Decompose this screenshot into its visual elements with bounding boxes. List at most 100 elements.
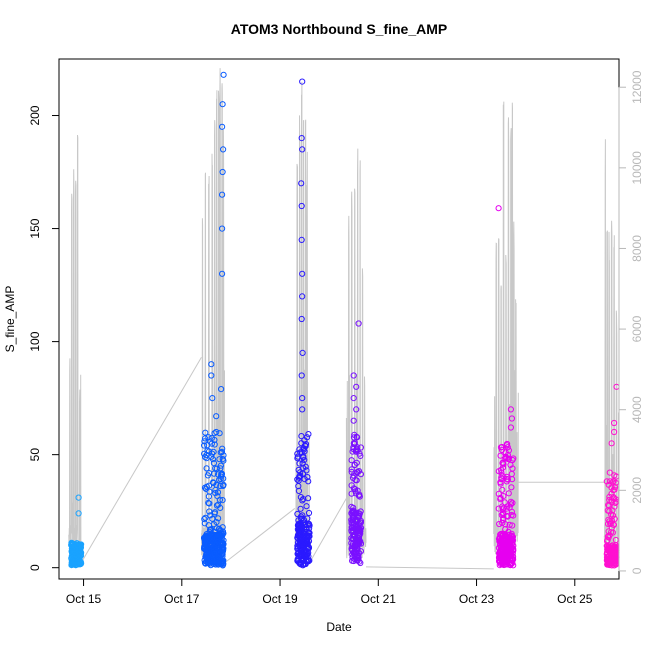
data-point	[495, 205, 502, 212]
data-point	[357, 452, 364, 459]
data-point	[499, 503, 506, 510]
data-point	[509, 456, 516, 464]
data-point	[217, 449, 224, 456]
data-point	[208, 372, 215, 379]
data-point	[72, 541, 79, 548]
data-point	[294, 476, 301, 483]
data-point	[354, 517, 361, 524]
point-cluster-3	[348, 320, 365, 567]
data-point	[357, 548, 364, 555]
data-point	[354, 444, 361, 451]
data-point	[298, 236, 305, 243]
data-point	[299, 395, 306, 402]
data-point	[499, 506, 506, 513]
data-point	[210, 521, 217, 528]
data-point	[298, 372, 305, 379]
data-point	[219, 497, 226, 504]
data-point	[355, 320, 362, 327]
data-point	[348, 466, 355, 473]
data-point	[208, 450, 216, 457]
data-point	[297, 551, 304, 558]
data-point	[297, 519, 304, 526]
y2-tick-label: 8000	[630, 235, 644, 262]
data-point	[298, 202, 305, 210]
data-point	[508, 540, 516, 548]
data-point	[211, 550, 218, 558]
data-point	[215, 561, 222, 568]
data-point	[216, 525, 223, 533]
data-point	[349, 557, 356, 564]
data-point	[215, 501, 222, 508]
data-point	[351, 461, 358, 469]
data-point	[75, 494, 82, 501]
data-point	[353, 477, 360, 484]
data-point	[509, 499, 516, 506]
data-point	[495, 490, 502, 497]
data-point	[611, 428, 618, 436]
data-point	[299, 146, 306, 153]
data-point	[354, 469, 361, 476]
connector-line-3	[366, 566, 494, 570]
data-point	[209, 538, 217, 545]
data-point	[349, 524, 356, 531]
data-point	[608, 440, 615, 447]
data-point	[508, 470, 515, 478]
data-point	[201, 516, 208, 523]
data-point	[355, 531, 362, 538]
data-point	[603, 557, 611, 564]
data-point	[302, 531, 309, 538]
data-point	[508, 511, 515, 519]
data-point	[294, 455, 301, 462]
data-point	[499, 536, 506, 543]
data-point	[608, 490, 615, 497]
data-point	[211, 430, 218, 437]
data-point	[349, 448, 356, 455]
point-cluster-2	[294, 78, 313, 569]
data-point	[495, 535, 503, 543]
data-point	[207, 543, 214, 550]
data-point	[498, 474, 505, 481]
data-point	[509, 556, 517, 563]
data-point	[303, 467, 310, 474]
data-point	[507, 461, 514, 468]
data-point	[220, 482, 227, 489]
data-point	[495, 468, 502, 475]
data-point	[202, 429, 209, 436]
data-point	[219, 545, 226, 553]
data-point	[611, 472, 618, 479]
data-point	[218, 386, 225, 393]
data-point	[213, 413, 220, 420]
data-point	[355, 552, 362, 559]
data-point	[209, 515, 216, 522]
data-point	[496, 555, 503, 562]
data-point	[298, 135, 305, 142]
data-point	[305, 431, 312, 438]
data-point	[210, 448, 217, 455]
y-axis-label: S_fine_AMP	[3, 286, 17, 353]
data-point	[304, 515, 311, 522]
data-point	[296, 539, 303, 546]
y2-tick-label: 6000	[630, 315, 644, 342]
data-point	[353, 541, 360, 548]
data-point	[220, 146, 227, 153]
data-point	[606, 496, 613, 504]
data-point	[350, 372, 357, 379]
data-point	[219, 524, 226, 531]
data-point	[299, 460, 306, 467]
data-point	[508, 484, 515, 491]
data-point	[499, 460, 506, 467]
data-point	[606, 469, 613, 476]
data-point	[499, 486, 506, 493]
data-point	[206, 508, 213, 515]
data-point	[603, 478, 610, 485]
point-cluster-5	[603, 383, 620, 569]
data-point	[507, 406, 514, 413]
data-point	[499, 472, 506, 479]
plot-frame	[58, 58, 620, 580]
data-point	[355, 509, 362, 517]
data-point	[608, 524, 615, 531]
x-tick-label: Oct 19	[262, 592, 298, 606]
data-point	[299, 270, 306, 277]
data-point	[603, 542, 610, 550]
data-point	[298, 440, 305, 447]
